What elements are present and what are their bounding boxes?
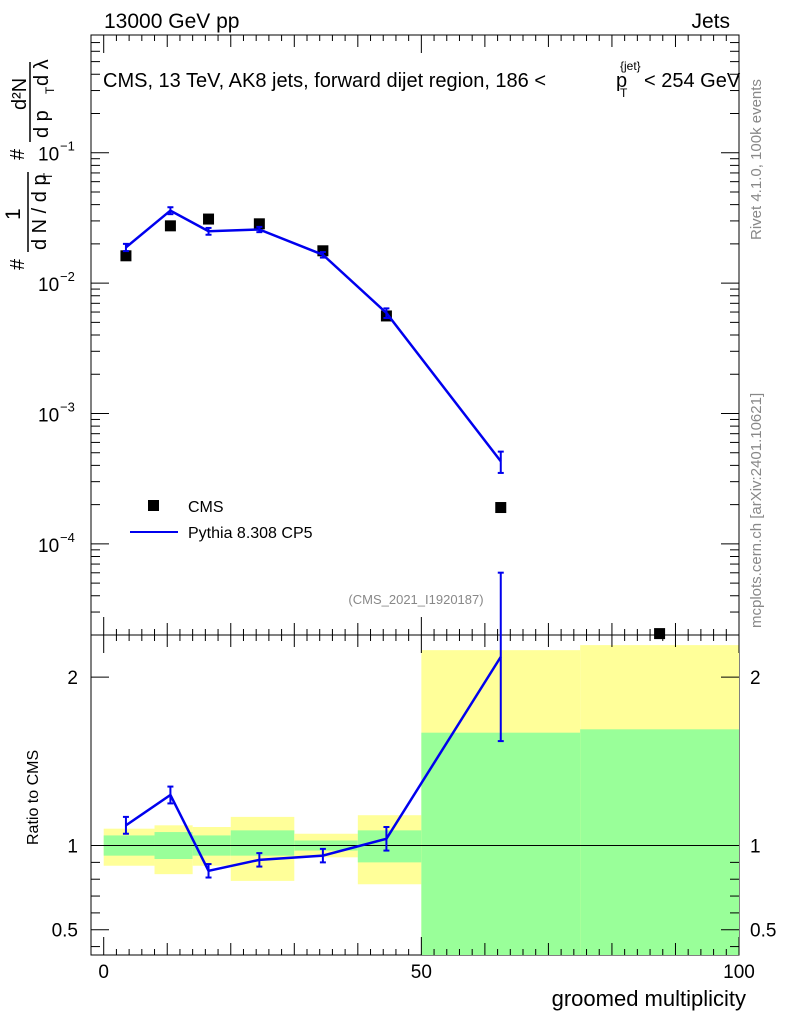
title-prefix: CMS, 13 TeV, AK8 jets, forward dijet reg…: [103, 70, 546, 92]
ratio-y-tick-label-right-2: 2: [750, 668, 761, 689]
cms-point-2: [203, 213, 215, 225]
legend-pythia-label: Pythia 8.308 CP5: [188, 525, 313, 542]
ratio-y-axis-label: Ratio to CMS: [25, 750, 42, 845]
main-y-tick-exp-2: −3: [60, 399, 75, 414]
ratio-y-tick-label-left-0: 0.5: [52, 921, 78, 942]
ratio-y-tick-label-left-2: 2: [67, 668, 78, 689]
x-tick-label-1: 50: [411, 962, 432, 983]
cms-point-7: [654, 628, 666, 640]
main-y-tick-label-0: 10: [38, 145, 59, 166]
cms-point-0: [120, 250, 132, 262]
x-tick-label-2: 100: [723, 962, 755, 983]
main-y-tick-exp-1: −2: [60, 269, 75, 284]
y-label-dp: d p: [31, 110, 53, 138]
y-label-t2: T: [43, 86, 57, 94]
pythia-line: [125, 209, 502, 463]
cms-point-6: [495, 502, 507, 514]
main-y-tick-exp-0: −1: [60, 139, 75, 154]
main-y-tick-label-1: 10: [38, 275, 59, 296]
cms-point-3: [253, 218, 265, 230]
green-band-7: [580, 729, 739, 955]
main-y-tick-label-3: 10: [38, 536, 59, 557]
mcplots-label: mcplots.cern.ch [arXiv:2401.10621]: [748, 393, 765, 628]
ratio-y-tick-label-right-0: 0.5: [750, 921, 776, 942]
main-panel-frame: [90, 34, 740, 636]
rivet-label: Rivet 4.1.0, 100k events: [748, 79, 765, 240]
y-label-d2n: d²N: [9, 78, 31, 110]
title-sup: {jet}: [620, 59, 641, 73]
energy-label: 13000 GeV pp: [104, 10, 239, 33]
x-axis-label: groomed multiplicity: [552, 986, 746, 1011]
ratio-uncertainty-bands: [91, 645, 739, 955]
main-y-axis-label: # 1 d N / d p T # d²N d p T d λ: [2, 59, 57, 270]
green-band-6: [421, 732, 581, 955]
y-label-hash-1: #: [7, 258, 29, 270]
main-y-tick-label-2: 10: [38, 405, 59, 426]
main-y-tick-exp-3: −4: [60, 530, 75, 545]
title-sub: T: [620, 86, 628, 100]
legend: CMS Pythia 8.308 CP5: [130, 499, 313, 542]
title-suffix: < 254 GeV: [644, 70, 741, 92]
title-p: p: [616, 70, 627, 92]
y-label-one: 1: [2, 208, 25, 220]
legend-cms-label: CMS: [188, 499, 224, 516]
x-tick-label-0: 0: [98, 962, 109, 983]
y-label-t1: T: [41, 172, 55, 180]
y-label-dn-dp: d N / d p: [29, 174, 51, 250]
y-label-dlambda: d λ: [31, 59, 53, 86]
analysis-tag: (CMS_2021_I1920187): [348, 592, 483, 607]
ratio-y-tick-label-right-1: 1: [750, 837, 761, 858]
main-data-layer: [120, 206, 666, 640]
cms-point-1: [164, 220, 176, 232]
green-band-3: [230, 830, 295, 856]
cms-point-4: [317, 245, 329, 257]
ratio-data-layer: [122, 571, 504, 879]
chart-title: CMS, 13 TeV, AK8 jets, forward dijet reg…: [103, 59, 741, 100]
jets-label: Jets: [691, 10, 730, 33]
ratio-y-tick-label-left-1: 1: [67, 837, 78, 858]
y-label-hash-2: #: [7, 148, 29, 160]
legend-cms-marker: [148, 500, 159, 511]
